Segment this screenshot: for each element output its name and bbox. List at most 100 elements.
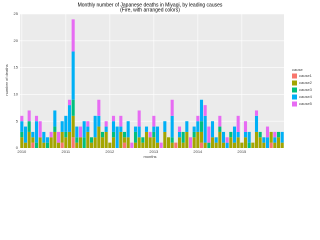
bar-segment (49, 137, 53, 148)
bar-segment (133, 142, 138, 148)
bar-segment (155, 142, 160, 148)
bar-segment (122, 131, 127, 138)
bar-segment (174, 142, 178, 148)
bar-segment (280, 131, 284, 143)
bar-segment (86, 121, 90, 127)
bar-segment (188, 137, 193, 148)
bar-segment (152, 115, 156, 127)
bar-segment (166, 137, 171, 148)
bar-segment (229, 131, 233, 138)
bar-segment (155, 126, 160, 143)
legend-label: cause5 (299, 101, 313, 106)
bar-segment (203, 142, 207, 148)
chart-title: Monthly number of Japanese deaths in Miy… (78, 2, 223, 8)
legend-key (292, 80, 297, 86)
bar-segment (210, 121, 215, 138)
legend-label: cause3 (299, 87, 313, 92)
bar-segment (60, 121, 64, 132)
bar-segment (23, 142, 28, 148)
bar-segment (119, 126, 123, 132)
bar-segment (64, 131, 68, 138)
bar-segment (148, 131, 152, 138)
bar-segment (152, 137, 156, 148)
bar-segment (141, 137, 145, 143)
bar-segment (148, 137, 152, 148)
bar-segment (31, 137, 35, 143)
bar-segment (137, 110, 141, 127)
bar-segment (232, 142, 237, 148)
bar-segment (152, 131, 156, 138)
bar-segment (89, 142, 94, 148)
x-tick-label: 2015 (237, 149, 247, 154)
bar-segment (89, 137, 94, 143)
bar-segment (210, 137, 215, 148)
bar-segment (20, 137, 24, 148)
bar-segment (60, 131, 64, 143)
bar-segment (86, 126, 90, 132)
bar-segment (199, 142, 204, 148)
chart-subtitle: (Fire, with arranged colors) (120, 7, 180, 13)
bar-segment (78, 126, 83, 138)
bar-segment (243, 131, 248, 138)
y-tick-label: 20 (14, 38, 19, 43)
bar-segment (27, 110, 31, 122)
bar-segment (56, 131, 61, 143)
bar-segment (199, 121, 204, 132)
bar-segment (218, 126, 222, 132)
bar-segment (177, 126, 182, 132)
y-tick-label: 15 (14, 65, 19, 70)
bar-segment (254, 110, 259, 116)
bar-segment (67, 105, 72, 132)
bar-segment (214, 142, 218, 148)
bar-segment (108, 142, 112, 148)
bar-segment (53, 126, 57, 132)
bar-segment (141, 142, 145, 148)
bar-segment (236, 137, 240, 148)
plot-panel (20, 14, 284, 148)
bar-segment (276, 137, 281, 148)
legend-key (292, 73, 297, 79)
bar-segment (269, 131, 273, 143)
y-tick-label: 5 (16, 118, 19, 123)
bar-segment (133, 131, 138, 143)
bar-segment (71, 19, 75, 52)
bar-segment (20, 131, 24, 138)
bar-segment (42, 142, 46, 148)
bar-segment (34, 121, 39, 143)
chart: Monthly number of Japanese deaths in Miy… (4, 2, 313, 159)
bar-segment (192, 137, 196, 148)
bar-segment (56, 142, 61, 148)
y-tick-label: 25 (14, 11, 19, 16)
bar-segment (71, 115, 75, 138)
bar-segment (130, 142, 134, 148)
bar-segment (199, 131, 204, 143)
y-tick-label: 0 (16, 145, 19, 150)
x-tick-label: 2012 (105, 149, 115, 154)
bar-segment (254, 131, 259, 148)
bar-segment (86, 131, 90, 148)
bar-segment (236, 131, 240, 138)
bar-segment (31, 142, 35, 148)
bar-segment (273, 137, 277, 143)
bar-segment (170, 115, 174, 138)
bar-segment (232, 126, 237, 143)
bar-segment (192, 131, 196, 138)
bar-segment (119, 131, 123, 148)
bar-segment (280, 142, 284, 148)
bar-segment (111, 131, 116, 138)
bar-segment (75, 137, 79, 143)
bar-segment (225, 142, 229, 148)
bar-segment (247, 142, 251, 148)
bar-segment (67, 131, 72, 148)
x-tick-label: 2014 (193, 149, 203, 154)
bar-segment (243, 121, 248, 132)
x-tick-label: 2011 (62, 149, 71, 154)
bar-segment (258, 137, 262, 148)
bar-segment (100, 131, 105, 138)
bar-segment (104, 131, 108, 148)
bar-segment (221, 131, 226, 143)
bar-segment (75, 126, 79, 138)
bar-segment (214, 137, 218, 143)
bar-segment (265, 137, 270, 148)
bar-segment (34, 142, 39, 148)
